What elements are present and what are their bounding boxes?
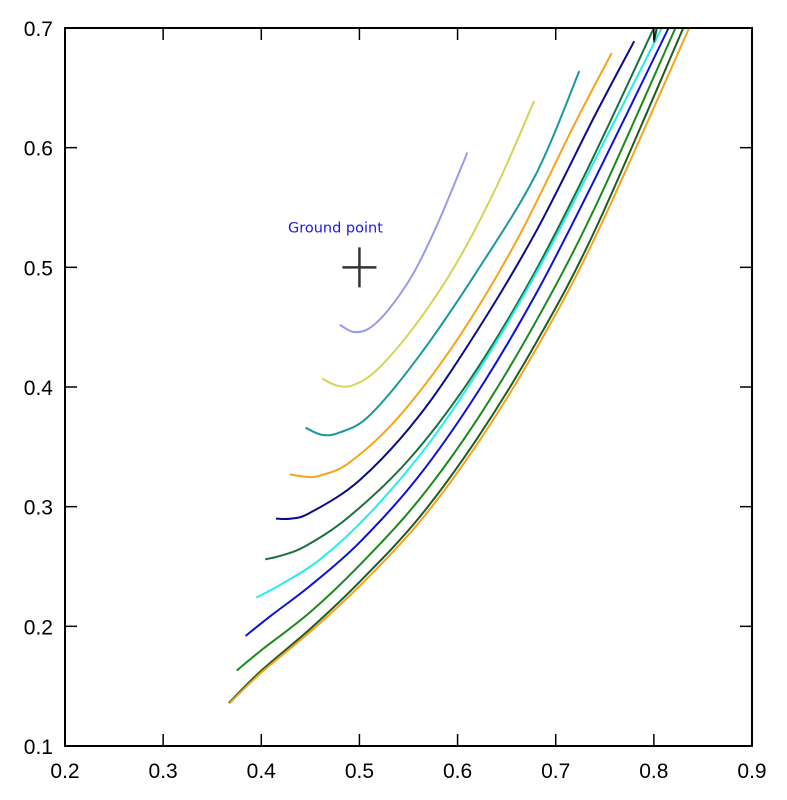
y-tick-label-4: 0.4	[24, 377, 54, 400]
series-line-7	[255, 27, 663, 599]
series-line-3	[305, 70, 581, 437]
plot-frame	[64, 27, 753, 747]
y-tick-label-6: 0.6	[24, 138, 53, 161]
series-line-11	[229, 27, 691, 704]
ticks-layer: 0.2 0.3 0.4 0.5 0.6 0.7 0.8 0.90.10.20.30.40.50…	[24, 18, 767, 783]
x-tick-label-2: 0.3	[149, 760, 178, 783]
series-line-10	[228, 27, 685, 704]
x-tick-label-3: 0.4	[247, 760, 277, 783]
x-tick-label-5: 0.6	[443, 760, 472, 783]
series-line-2	[321, 100, 536, 388]
series-line-5	[275, 40, 636, 521]
x-tick-label-8: 0.9	[737, 760, 766, 783]
series-line-4	[289, 52, 613, 479]
y-tick-label-3: 0.3	[24, 497, 53, 520]
ground-point-label: Ground point	[288, 220, 383, 236]
annotation-layer: Ground point	[288, 220, 383, 288]
y-tick-label-2: 0.2	[24, 616, 53, 639]
x-tick-label-1: 0.2	[50, 760, 79, 783]
series-layer	[228, 27, 691, 704]
x-tick-label-6: 0.7	[541, 760, 570, 783]
series-line-8	[244, 27, 670, 637]
y-tick-label-7: 0.7	[24, 18, 53, 41]
series-line-6	[264, 27, 655, 561]
series-line-1	[339, 152, 469, 334]
y-tick-label-1: 0.1	[24, 736, 53, 759]
x-tick-label-4: 0.5	[345, 760, 374, 783]
x-tick-label-7: 0.8	[639, 760, 668, 783]
y-tick-label-5: 0.5	[24, 257, 53, 280]
series-line-9	[236, 27, 677, 672]
